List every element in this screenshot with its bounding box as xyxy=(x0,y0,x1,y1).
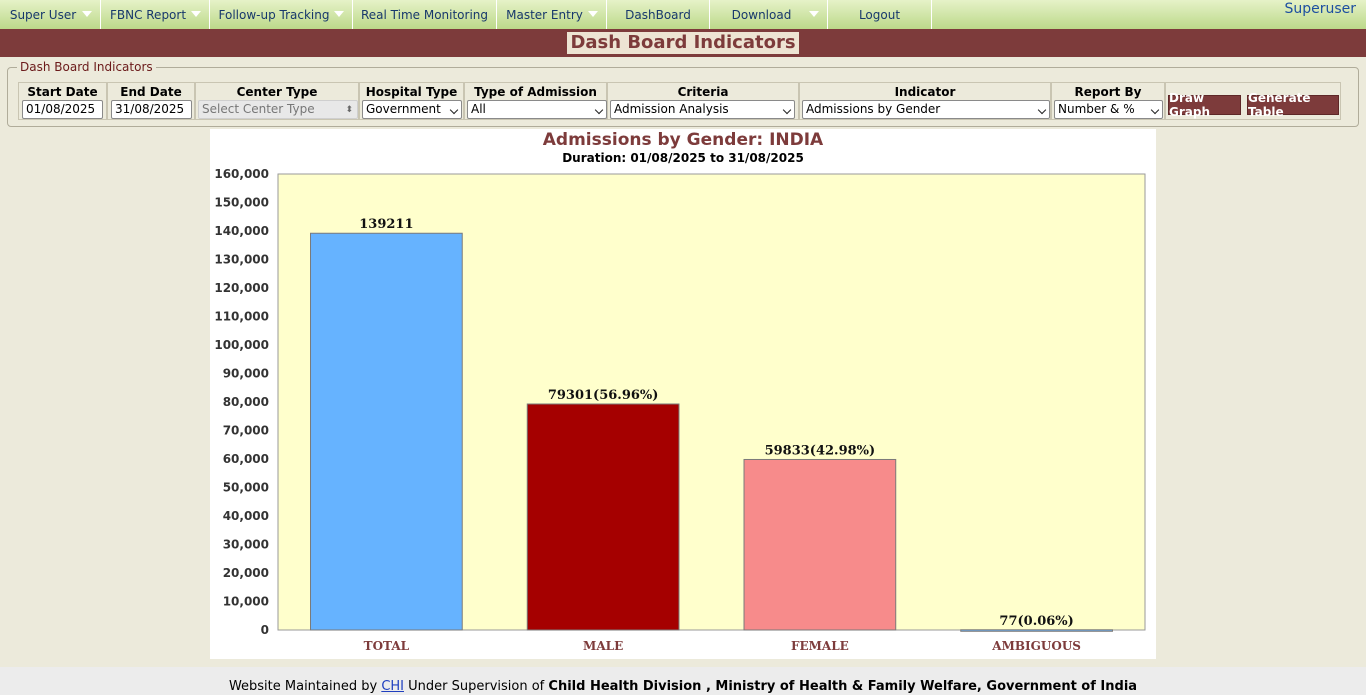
chart-title: Admissions by Gender: INDIA xyxy=(542,130,824,150)
y-tick-label: 90,000 xyxy=(223,367,269,381)
y-tick-label: 40,000 xyxy=(223,509,269,523)
start-date-cell: Start Date 01/08/2025 xyxy=(18,82,107,120)
chevron-down-icon xyxy=(334,11,344,17)
criteria-select[interactable]: Admission Analysis xyxy=(610,100,795,119)
y-tick-label: 110,000 xyxy=(214,310,269,324)
footer-middle: Under Supervision of xyxy=(408,679,545,694)
nav-download[interactable]: Download xyxy=(710,0,828,29)
x-category-label: TOTAL xyxy=(364,639,410,653)
end-date-cell: End Date 31/08/2025 xyxy=(107,82,195,120)
y-tick-label: 130,000 xyxy=(214,253,269,267)
y-tick-label: 150,000 xyxy=(214,196,269,210)
chi-link[interactable]: CHI xyxy=(381,679,404,694)
nav-dashboard[interactable]: DashBoard xyxy=(607,0,710,29)
nav-label: DashBoard xyxy=(625,7,691,22)
chevron-down-icon xyxy=(588,11,598,17)
chevron-down-icon xyxy=(809,11,819,17)
indicator-select[interactable]: Admissions by Gender xyxy=(802,100,1050,119)
y-tick-label: 160,000 xyxy=(214,167,269,181)
start-date-input[interactable]: 01/08/2025 xyxy=(22,100,103,119)
indicator-label: Indicator xyxy=(894,85,956,99)
data-label: 77(0.06%) xyxy=(999,614,1073,629)
nav-super-user[interactable]: Super User xyxy=(0,0,101,29)
nav-master-entry[interactable]: Master Entry xyxy=(497,0,607,29)
end-date-label: End Date xyxy=(120,85,182,99)
hospital-type-cell: Hospital Type Government xyxy=(359,82,464,120)
bar-female xyxy=(743,458,897,631)
criteria-label: Criteria xyxy=(677,85,729,99)
data-label: 79301(56.96%) xyxy=(548,388,659,403)
nav-label: FBNC Report xyxy=(109,7,187,22)
action-cell: Draw Graph Generate Table xyxy=(1165,82,1341,120)
hospital-type-label: Hospital Type xyxy=(365,85,458,99)
indicator-cell: Indicator Admissions by Gender xyxy=(799,82,1051,120)
bar-male xyxy=(526,403,680,631)
filter-legend: Dash Board Indicators xyxy=(17,60,156,74)
y-tick-label: 100,000 xyxy=(214,338,269,352)
bar-total xyxy=(310,232,463,631)
report-by-select[interactable]: Number & % xyxy=(1054,100,1163,119)
center-type-label: Center Type xyxy=(236,85,318,99)
chevron-down-icon xyxy=(191,11,201,17)
page-title: Dash Board Indicators xyxy=(567,32,799,54)
filter-panel: Dash Board Indicators Start Date 01/08/2… xyxy=(7,60,1359,127)
end-date-input[interactable]: 31/08/2025 xyxy=(111,100,192,119)
top-nav: Super User FBNC Report Follow-up Trackin… xyxy=(0,0,1366,29)
center-type-cell: Center Type Select Center Type xyxy=(195,82,359,120)
admission-type-label: Type of Admission xyxy=(474,85,597,99)
chart-subtitle: Duration: 01/08/2025 to 31/08/2025 xyxy=(562,151,804,165)
x-category-label: AMBIGUOUS xyxy=(991,639,1081,653)
y-tick-label: 20,000 xyxy=(223,566,269,580)
draw-graph-button[interactable]: Draw Graph xyxy=(1168,91,1241,119)
user-name-link[interactable]: Superuser xyxy=(1284,1,1356,17)
x-category-label: MALE xyxy=(583,639,623,653)
bar-chart: 0 10,000 20,000 30,000 40,000 50,000 60,000 70,… xyxy=(214,167,1146,653)
report-by-cell: Report By Number & % xyxy=(1051,82,1165,120)
center-type-select[interactable]: Select Center Type xyxy=(198,100,358,119)
nav-real-time-monitoring[interactable]: Real Time Monitoring xyxy=(353,0,497,29)
y-tick-label: 140,000 xyxy=(214,224,269,238)
bar-ambiguous xyxy=(960,629,1113,632)
y-tick-label: 60,000 xyxy=(223,452,269,466)
nav-follow-up-tracking[interactable]: Follow-up Tracking xyxy=(210,0,353,29)
nav-label: Logout xyxy=(858,7,901,22)
nav-label: Real Time Monitoring xyxy=(360,7,489,22)
y-tick-label: 70,000 xyxy=(223,424,269,438)
admission-type-cell: Type of Admission All xyxy=(464,82,607,120)
nav-label: Download xyxy=(731,7,792,22)
nav-label: Follow-up Tracking xyxy=(218,7,330,22)
title-bar: Dash Board Indicators xyxy=(0,29,1366,57)
footer: Website Maintained by CHI Under Supervis… xyxy=(0,667,1366,695)
data-label: 59833(42.98%) xyxy=(765,443,876,458)
y-tick-label: 50,000 xyxy=(223,481,269,495)
report-by-label: Report By xyxy=(1074,85,1142,99)
nav-label: Super User xyxy=(9,7,77,22)
chart-panel: 0 10,000 20,000 30,000 40,000 50,000 60,000 70,… xyxy=(210,129,1156,659)
y-tick-label: 10,000 xyxy=(223,595,269,609)
nav-label: Master Entry xyxy=(506,7,583,22)
filter-row: Start Date 01/08/2025 End Date 31/08/202… xyxy=(18,82,1341,120)
start-date-label: Start Date xyxy=(27,85,98,99)
y-tick-label: 30,000 xyxy=(223,538,269,552)
footer-prefix: Website Maintained by xyxy=(228,679,378,694)
y-tick-label: 0 xyxy=(261,623,269,637)
hospital-type-select[interactable]: Government xyxy=(362,100,462,119)
chevron-down-icon xyxy=(82,11,92,17)
admission-type-select[interactable]: All xyxy=(467,100,607,119)
criteria-cell: Criteria Admission Analysis xyxy=(607,82,799,120)
y-tick-label: 120,000 xyxy=(214,281,269,295)
generate-table-button[interactable]: Generate Table xyxy=(1247,91,1339,119)
data-label: 139211 xyxy=(359,217,413,232)
x-category-label: FEMALE xyxy=(791,639,849,653)
nav-fbnc-report[interactable]: FBNC Report xyxy=(101,0,210,29)
y-tick-label: 80,000 xyxy=(223,395,269,409)
footer-organization: Child Health Division , Ministry of Heal… xyxy=(548,679,1138,694)
nav-logout[interactable]: Logout xyxy=(828,0,932,29)
